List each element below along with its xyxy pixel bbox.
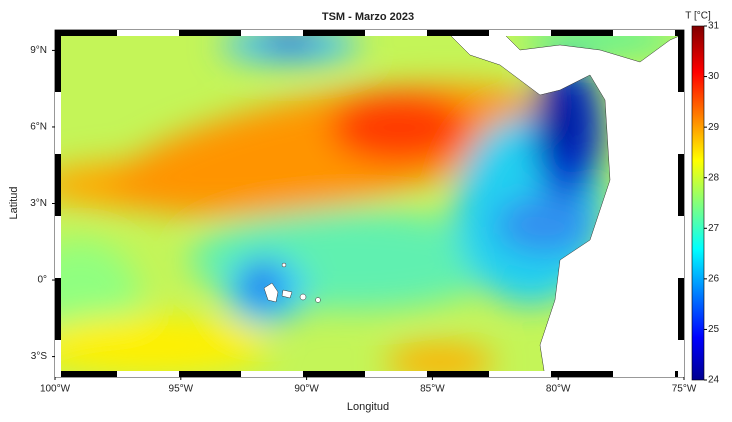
frame-dash — [241, 30, 303, 36]
colorbar-label: T [°C] — [685, 11, 711, 22]
colorbar-tick-label: 26 — [708, 273, 720, 284]
y-tick-label: 3°N — [30, 198, 47, 209]
x-tick-label: 90°W — [294, 384, 319, 395]
frame-dash — [55, 371, 117, 377]
colorbar-tick-label: 31 — [708, 21, 720, 32]
land — [444, 30, 684, 377]
x-tick-label: 80°W — [546, 384, 571, 395]
frame-dash — [678, 92, 684, 154]
y-tick-label: 0° — [37, 275, 47, 286]
frame-dash — [489, 30, 551, 36]
frame-dash — [303, 371, 365, 377]
frame-dash — [678, 278, 684, 340]
frame-dash — [678, 340, 684, 377]
map-frame — [55, 30, 684, 377]
y-tick-label: 3°S — [31, 351, 48, 362]
x-tick-label: 75°W — [672, 384, 697, 395]
x-tick-label: 85°W — [420, 384, 445, 395]
frame-dash — [489, 371, 551, 377]
frame-dash — [241, 371, 303, 377]
colorbar-tick-label: 24 — [708, 375, 720, 386]
frame-dash — [55, 154, 61, 216]
map-title: TSM - Marzo 2023 — [322, 11, 414, 23]
frame-dash — [179, 30, 241, 36]
frame-dash — [365, 30, 427, 36]
frame-dash — [365, 371, 427, 377]
frame-dash — [55, 92, 61, 154]
colorbar-tick-label: 25 — [708, 324, 720, 335]
x-tick-label: 100°W — [40, 384, 71, 395]
colorbar — [691, 25, 705, 381]
frame-dash — [55, 216, 61, 278]
frame-dash — [551, 30, 613, 36]
sst-field — [55, 30, 684, 377]
frame-dash — [678, 30, 684, 92]
frame-dash — [117, 30, 179, 36]
colorbar-tick-label: 30 — [708, 71, 720, 82]
frame-dash — [117, 371, 179, 377]
frame-dash — [179, 371, 241, 377]
colorbar-tick-label: 27 — [708, 223, 720, 234]
frame-dash — [551, 371, 613, 377]
frame-dash — [613, 30, 675, 36]
frame-dash — [55, 30, 117, 36]
x-axis-label: Longitud — [347, 401, 389, 413]
frame-dash — [55, 340, 61, 377]
islands — [263, 262, 321, 303]
x-tick-label: 95°W — [169, 384, 194, 395]
frame-dash — [678, 216, 684, 278]
frame-dash — [613, 371, 675, 377]
colorbar-tick-label: 28 — [708, 172, 720, 183]
frame-dash — [678, 154, 684, 216]
frame-dash — [55, 278, 61, 340]
frame-dash — [55, 30, 61, 92]
frame-dash — [303, 30, 365, 36]
y-axis-label: Latitud — [8, 186, 20, 219]
y-tick-label: 9°N — [30, 45, 47, 56]
frame-dash — [427, 371, 489, 377]
frame-dash — [427, 30, 489, 36]
y-tick-label: 6°N — [30, 122, 47, 133]
colorbar-tick-label: 29 — [708, 122, 720, 133]
